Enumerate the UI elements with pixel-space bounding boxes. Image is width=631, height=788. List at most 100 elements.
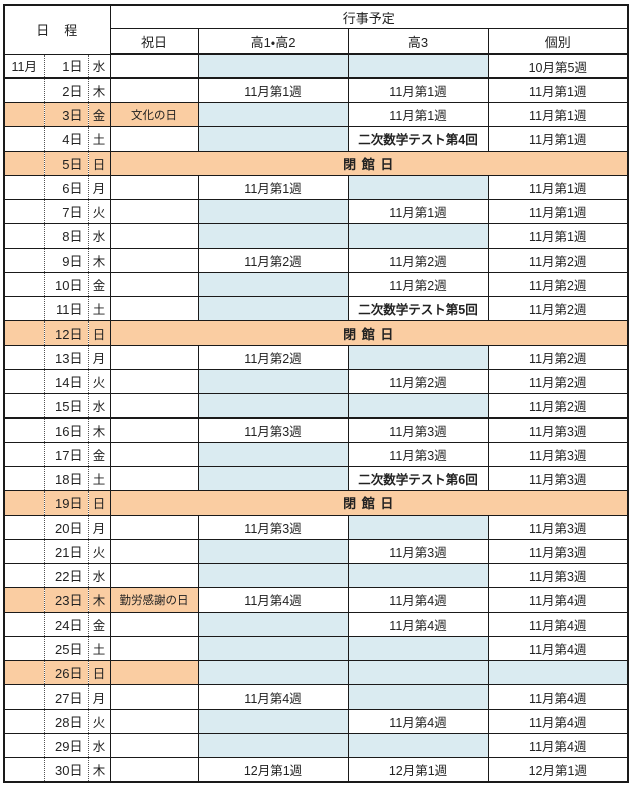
cell-kobetsu: 11月第1週 xyxy=(487,126,629,152)
cell-holiday xyxy=(109,635,199,662)
cell-k3: 11月第4週 xyxy=(347,611,489,637)
cell-k3: 二次数学テスト第6回 xyxy=(347,466,489,492)
cell-k12 xyxy=(197,441,349,468)
cell-weekday: 火 xyxy=(88,199,111,225)
cell-day: 26日 xyxy=(44,660,89,686)
schedule-row: 30日木 12月第1週 12月第1週 12月第1週 xyxy=(3,757,629,783)
cell-holiday: 文化の日 xyxy=(109,102,199,128)
cell-day: 2日 xyxy=(44,77,89,104)
cell-kobetsu: 11月第3週 xyxy=(487,538,629,565)
schedule-row: 16日木 11月第3週 11月第3週 11月第3週 xyxy=(3,417,629,443)
cell-k12 xyxy=(197,368,349,395)
cell-holiday xyxy=(109,441,199,468)
schedule-row: 5日日閉 館 日 xyxy=(3,150,629,176)
cell-k3: 11月第2週 xyxy=(347,271,489,298)
cell-k12: 11月第4週 xyxy=(197,587,349,613)
cell-day: 24日 xyxy=(44,611,89,637)
cell-month xyxy=(3,344,45,370)
cell-day: 17日 xyxy=(44,441,89,468)
schedule-row: 23日木勤労感謝の日 11月第4週 11月第4週 11月第4週 xyxy=(3,587,629,613)
cell-month xyxy=(3,393,45,419)
cell-day: 13日 xyxy=(44,344,89,370)
cell-holiday xyxy=(109,199,199,225)
cell-month xyxy=(3,611,45,637)
cell-k3: 11月第2週 xyxy=(347,247,489,273)
cell-weekday: 木 xyxy=(88,247,111,273)
cell-k12: 11月第1週 xyxy=(197,77,349,104)
cell-month xyxy=(3,126,45,152)
header-k12: 高1・高2 xyxy=(197,28,349,55)
cell-kobetsu: 11月第3週 xyxy=(487,417,629,443)
schedule-row: 11日土 二次数学テスト第5回 11月第2週 xyxy=(3,296,629,322)
cell-month xyxy=(3,514,45,540)
cell-kobetsu: 11月第3週 xyxy=(487,441,629,468)
cell-day: 1日 xyxy=(44,53,89,80)
cell-k12 xyxy=(197,393,349,419)
cell-month xyxy=(3,732,45,759)
cell-holiday: 勤労感謝の日 xyxy=(109,587,199,613)
cell-kobetsu: 12月第1週 xyxy=(487,757,629,783)
cell-day: 20日 xyxy=(44,514,89,540)
header-date: 日 程 xyxy=(3,4,111,55)
cell-day: 3日 xyxy=(44,102,89,128)
cell-kobetsu: 11月第2週 xyxy=(487,393,629,419)
cell-day: 12日 xyxy=(44,320,89,346)
cell-weekday: 水 xyxy=(88,563,111,589)
cell-weekday: 土 xyxy=(88,635,111,662)
schedule-row: 9日木 11月第2週 11月第2週 11月第2週 xyxy=(3,247,629,273)
cell-day: 7日 xyxy=(44,199,89,225)
cell-weekday: 日 xyxy=(88,150,111,176)
cell-weekday: 火 xyxy=(88,708,111,734)
cell-kobetsu: 11月第1週 xyxy=(487,77,629,104)
schedule-row: 21日火 11月第3週 11月第3週 xyxy=(3,538,629,565)
schedule-row: 28日火 11月第4週 11月第4週 xyxy=(3,708,629,734)
cell-day: 6日 xyxy=(44,174,89,201)
cell-k3: 11月第1週 xyxy=(347,199,489,225)
cell-day: 11日 xyxy=(44,296,89,322)
cell-holiday xyxy=(109,563,199,589)
cell-weekday: 金 xyxy=(88,102,111,128)
schedule-table: 日 程 行事予定 祝日 高1・高2 高3 個別 11月 1日水 10月第5週 2日木 1… xyxy=(3,4,630,783)
cell-day: 9日 xyxy=(44,247,89,273)
cell-k3: 11月第4週 xyxy=(347,708,489,734)
cell-holiday xyxy=(109,393,199,419)
cell-k3 xyxy=(347,732,489,759)
schedule-row: 29日水 11月第4週 xyxy=(3,732,629,759)
cell-weekday: 水 xyxy=(88,223,111,249)
cell-month xyxy=(3,466,45,492)
cell-k3: 11月第3週 xyxy=(347,538,489,565)
cell-weekday: 木 xyxy=(88,757,111,783)
cell-month xyxy=(3,199,45,225)
cell-k3: 二次数学テスト第5回 xyxy=(347,296,489,322)
cell-month xyxy=(3,102,45,128)
cell-day: 28日 xyxy=(44,708,89,734)
cell-k3: 二次数学テスト第4回 xyxy=(347,126,489,152)
cell-k3 xyxy=(347,684,489,710)
cell-holiday xyxy=(109,174,199,201)
cell-month xyxy=(3,635,45,662)
cell-month: 11月 xyxy=(3,53,45,80)
cell-day: 8日 xyxy=(44,223,89,249)
cell-k3 xyxy=(347,174,489,201)
cell-kobetsu: 11月第3週 xyxy=(487,466,629,492)
cell-kobetsu: 11月第1週 xyxy=(487,102,629,128)
cell-k12: 11月第3週 xyxy=(197,514,349,540)
cell-k3: 11月第1週 xyxy=(347,102,489,128)
schedule-row: 4日土 二次数学テスト第4回 11月第1週 xyxy=(3,126,629,152)
cell-month xyxy=(3,174,45,201)
schedule-row: 13日月 11月第2週 11月第2週 xyxy=(3,344,629,370)
schedule-row: 18日土 二次数学テスト第6回 11月第3週 xyxy=(3,466,629,492)
cell-k3: 11月第3週 xyxy=(347,441,489,468)
header-kobetsu: 個別 xyxy=(487,28,629,55)
cell-month xyxy=(3,441,45,468)
cell-k12 xyxy=(197,466,349,492)
cell-month xyxy=(3,247,45,273)
cell-k12: 12月第1週 xyxy=(197,757,349,783)
cell-holiday xyxy=(109,732,199,759)
cell-holiday xyxy=(109,611,199,637)
cell-holiday xyxy=(109,77,199,104)
cell-month xyxy=(3,223,45,249)
cell-k12 xyxy=(197,538,349,565)
schedule-row: 24日金 11月第4週 11月第4週 xyxy=(3,611,629,637)
